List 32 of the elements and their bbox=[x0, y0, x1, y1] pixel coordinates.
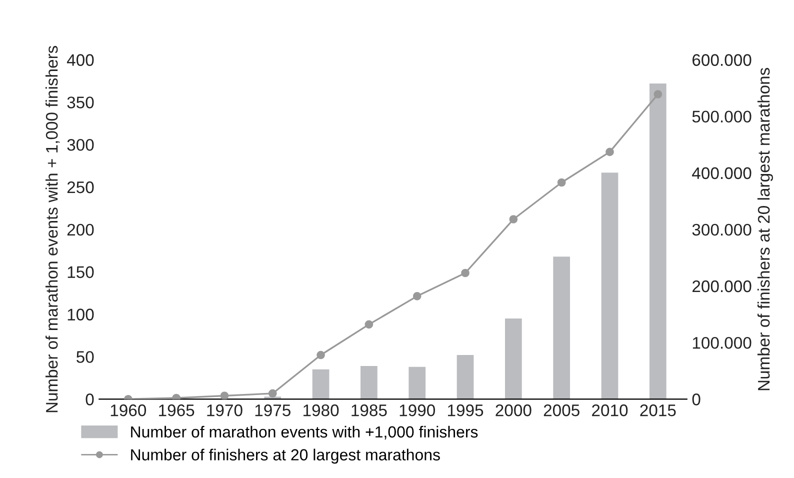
x-tick-label: 1985 bbox=[352, 404, 387, 416]
x-tick-label: 1975 bbox=[255, 404, 290, 416]
x-tick-label: 2005 bbox=[544, 404, 580, 416]
y-tick-label: 300 bbox=[67, 138, 94, 151]
legend-label: Number of marathon events with +1,000 finishers bbox=[131, 426, 478, 440]
y2-tick-label: 100.000 bbox=[692, 336, 752, 349]
x-tick-label: 1960 bbox=[110, 404, 146, 416]
y2-tick-label: 300.000 bbox=[692, 224, 752, 236]
legend-label: Number of finishers at 20 largest marathons bbox=[131, 448, 440, 464]
y-tick-label: 250 bbox=[67, 181, 94, 194]
y2-tick-label: 200.000 bbox=[692, 280, 752, 292]
y-tick-label: 0 bbox=[86, 394, 94, 406]
y-tick-label: 350 bbox=[67, 96, 94, 108]
x-tick-label: 1970 bbox=[207, 404, 242, 416]
y-tick-label: 150 bbox=[68, 266, 94, 278]
x-tick-label: 2010 bbox=[592, 404, 628, 416]
x-tick-label: 1995 bbox=[448, 404, 484, 416]
y2-axis-title: Number of finishers at 20 largest marathons bbox=[757, 68, 774, 390]
x-tick-label: 2015 bbox=[640, 404, 676, 416]
y-tick-label: 400 bbox=[66, 54, 94, 66]
x-tick-label: 1965 bbox=[159, 404, 194, 416]
y2-tick-label: 600.000 bbox=[692, 54, 752, 66]
x-tick-label: 1990 bbox=[400, 404, 435, 416]
y2-tick-label: 500.000 bbox=[692, 110, 752, 123]
y-axis-title: Number of marathon events with + 1,000 finishers bbox=[45, 46, 60, 412]
x-tick-label: 1980 bbox=[304, 404, 339, 416]
x-tick-label: 2000 bbox=[496, 404, 532, 416]
y-tick-label: 100 bbox=[68, 308, 94, 320]
y2-tick-label: 400.000 bbox=[692, 167, 752, 180]
y-tick-label: 50 bbox=[76, 351, 94, 363]
y-tick-label: 200 bbox=[67, 224, 94, 236]
y2-tick-label: 0 bbox=[692, 394, 700, 406]
